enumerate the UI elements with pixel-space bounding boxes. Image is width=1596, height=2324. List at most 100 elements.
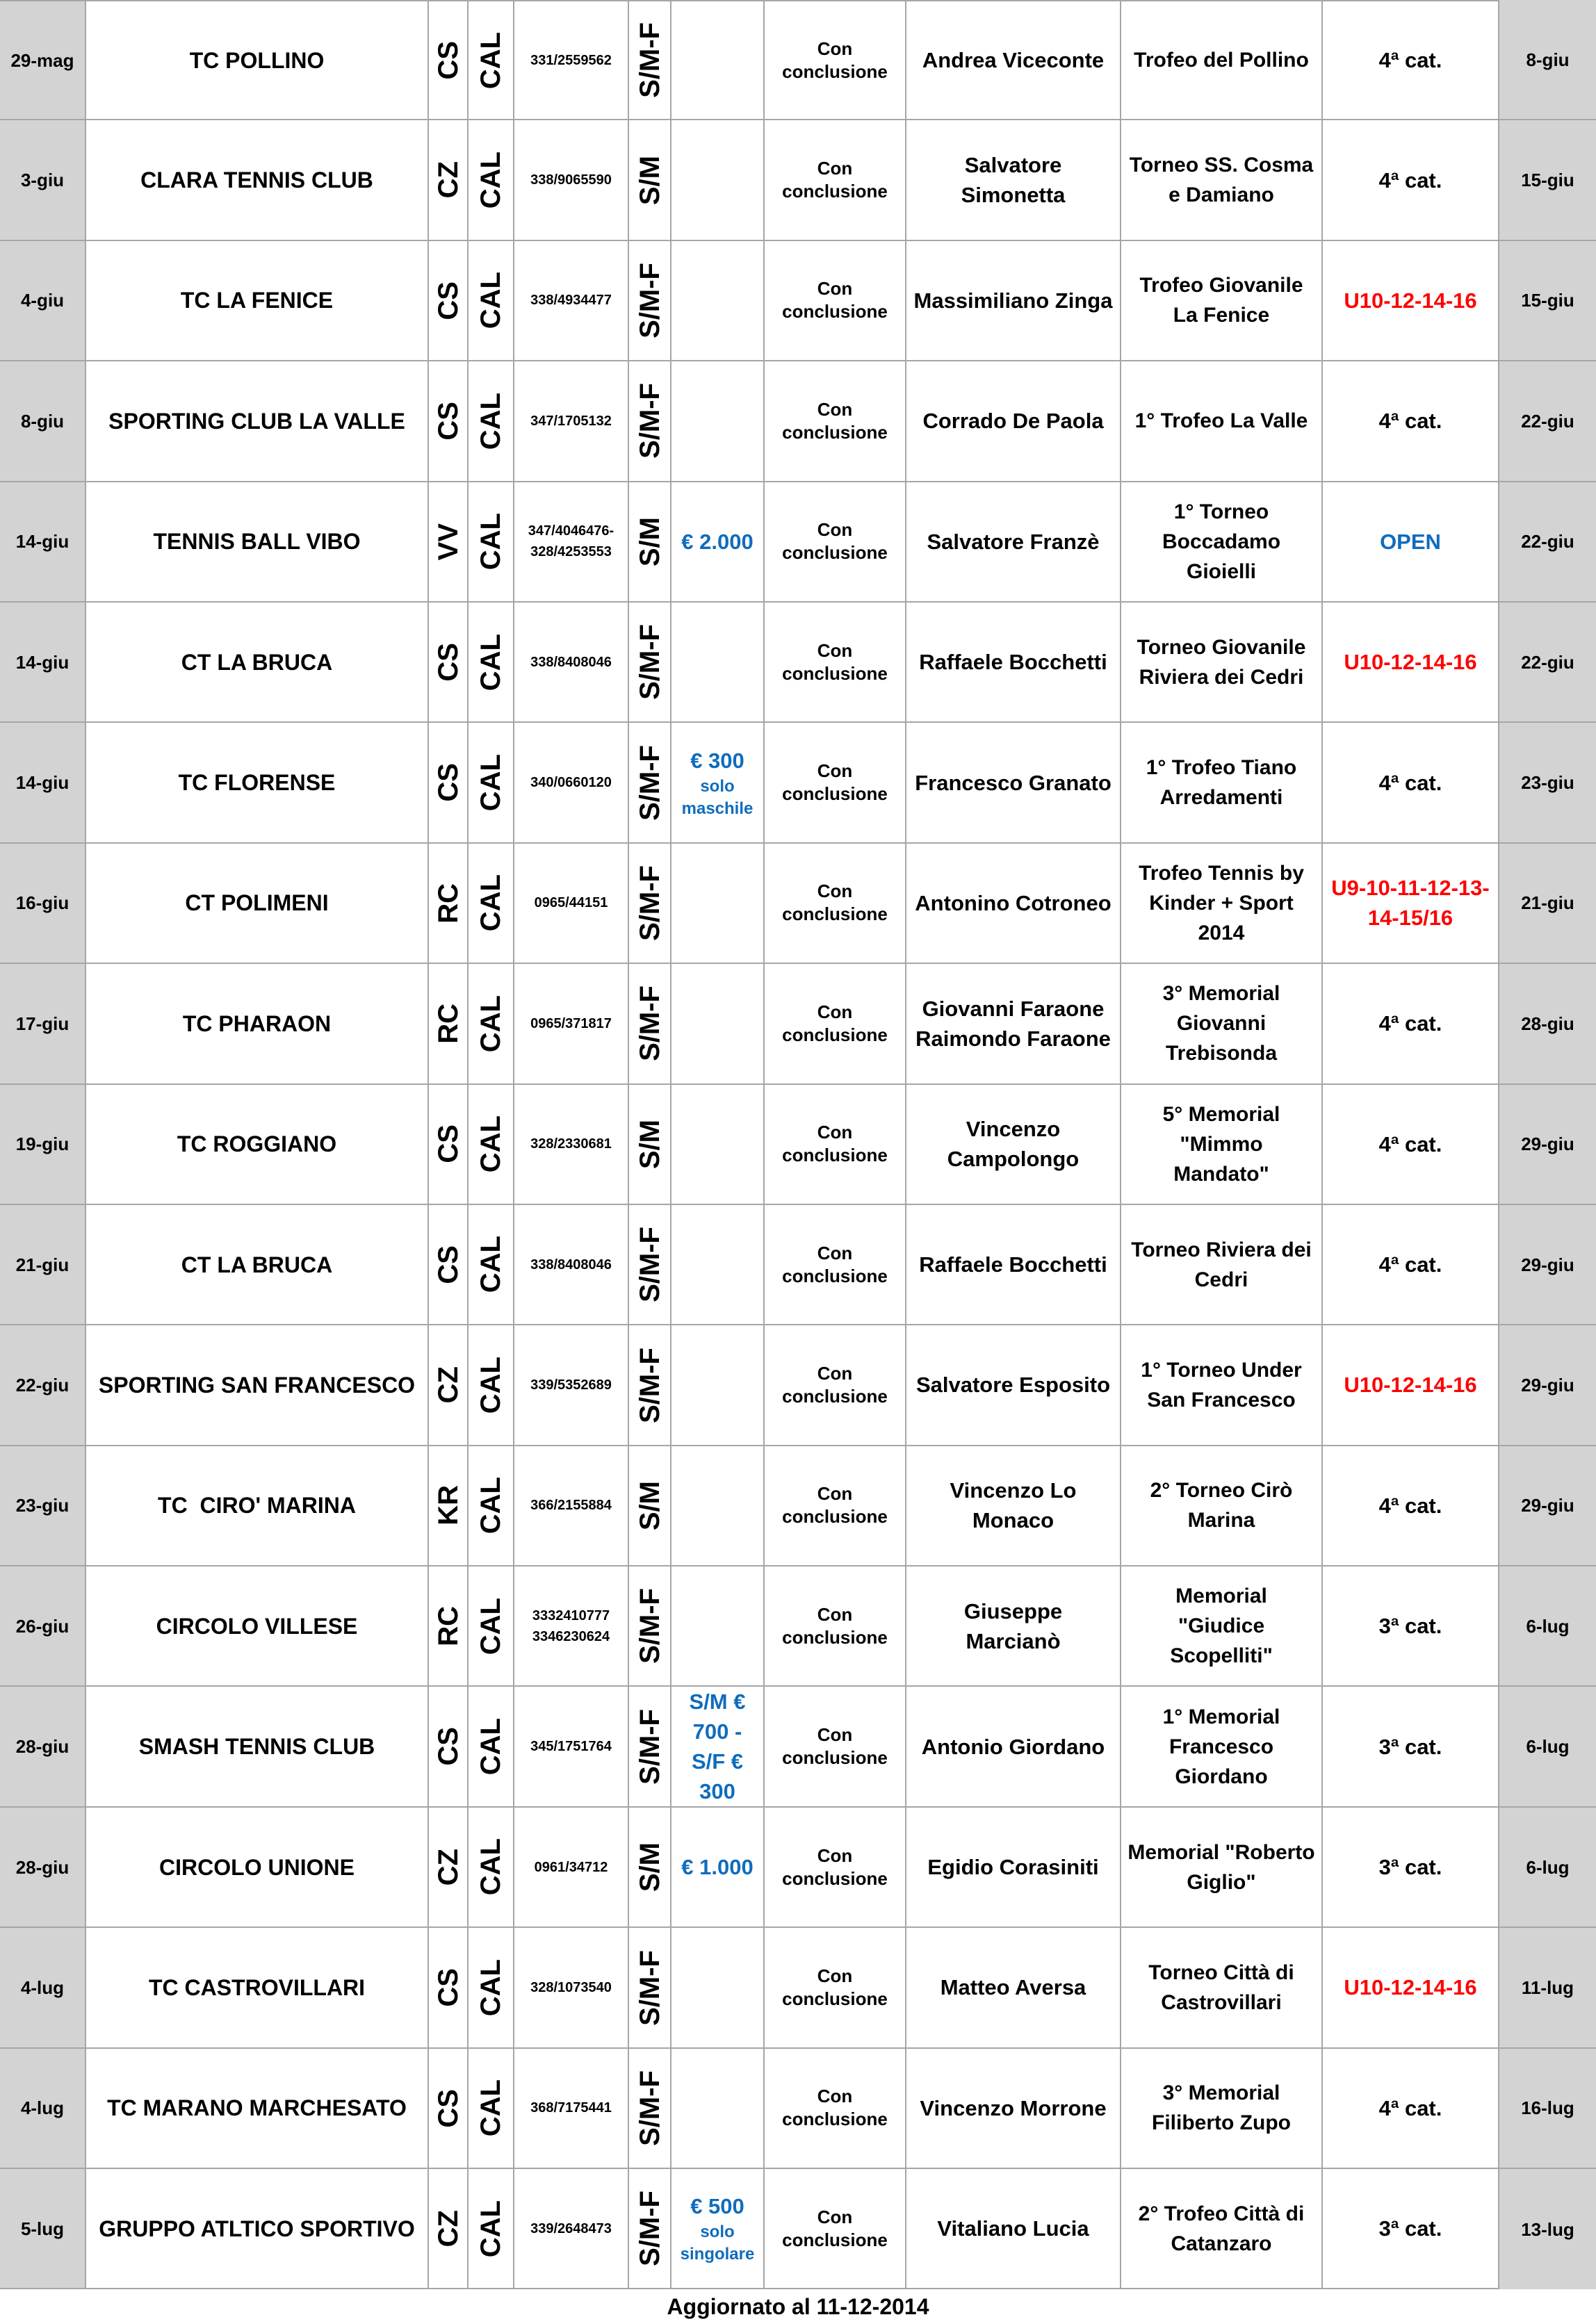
prize-cell [671,2048,765,2170]
prize-cell: € 2.000 [671,482,765,603]
province-code: CZ [432,1366,464,1404]
start-date-cell: 14-giu [0,482,86,603]
end-date-cell: 16-lug [1499,2048,1596,2170]
draw-type: S/M-F [634,2070,665,2146]
club-name: CT LA BRUCA [181,1252,333,1277]
region-code: CAL [475,1838,506,1896]
draw-type: S/M [634,1119,665,1169]
draw-type: S/M-F [634,1347,665,1423]
province-cell: CS [429,2048,469,2170]
phone-number: 0965/371817 [530,1015,612,1031]
region-code: CAL [475,1718,506,1776]
province-code: CZ [432,2210,464,2248]
end-date: 29-giu [1521,1254,1574,1275]
start-date-cell: 4-lug [0,2048,86,2170]
draw-type: S/M-F [634,1588,665,1664]
phone-cell: 368/7175441 [514,2048,629,2170]
prize-cell [671,1325,765,1446]
phone-cell: 338/8408046 [514,1204,629,1326]
region-code: CAL [475,1597,506,1655]
draw-type: S/M-F [634,263,665,338]
phone-number: 338/8408046 [530,1257,612,1273]
organizer-cell: Salvatore Esposito [906,1325,1121,1446]
formula-cell: Con conclusione [765,1446,906,1567]
draw-type: S/M-F [634,744,665,821]
organizer-cell: Egidio Corasiniti [906,1807,1121,1929]
province-code: CS [432,763,464,802]
category-cell: 3ª cat. [1323,1807,1499,1929]
tournament-cell: 1° Torneo Under San Francesco [1121,1325,1323,1446]
club-name: CIRCOLO UNIONE [159,1854,355,1880]
organizer-cell: Francesco Granato [906,723,1121,844]
end-date-cell: 29-giu [1499,1446,1596,1567]
region-code: CAL [475,31,506,89]
end-date-cell: 13-lug [1499,2169,1596,2290]
end-date: 22-giu [1521,651,1574,673]
tournament-row: 23-giu TC CIRO' MARINA KR CAL 366/215588… [0,1446,1596,1567]
phone-cell: 347/1705132 [514,361,629,482]
category-cell: 4ª cat. [1323,1446,1499,1567]
category-cell: U10-12-14-16 [1323,1928,1499,2049]
club-cell: TC POLLINO [86,0,429,121]
tournament-name: Torneo Città di Castrovillari [1148,1961,1294,2014]
phone-cell: 339/2648473 [514,2169,629,2290]
formula-text: Con conclusione [782,2086,888,2130]
prize-cell [671,602,765,723]
tournament-cell: Memorial "Roberto Giglio" [1121,1807,1323,1929]
start-date-cell: 14-giu [0,723,86,844]
start-date: 4-lug [20,1977,65,1998]
tournament-row: 19-giu TC ROGGIANO CS CAL 328/2330681 S/… [0,1084,1596,1205]
draw-type: S/M-F [634,22,665,99]
end-date: 8-giu [1526,49,1570,70]
start-date: 17-giu [15,1013,70,1034]
end-date-cell: 15-giu [1499,240,1596,362]
prize-cell: € 300 solo maschile [671,723,765,844]
region-cell: CAL [469,964,514,1085]
phone-cell: 0965/44151 [514,843,629,965]
end-date: 29-giu [1521,1495,1574,1516]
province-code: RC [432,1003,464,1044]
phone-cell: 3332410777 3346230624 [514,1566,629,1687]
phone-cell: 345/1751764 [514,1687,629,1808]
draw-type: S/M-F [634,624,665,701]
region-cell: CAL [469,482,514,603]
category-label: 3ª cat. [1378,1855,1442,1880]
draw-cell: S/M-F [629,964,671,1085]
region-cell: CAL [469,1084,514,1205]
category-cell: 4ª cat. [1323,120,1499,241]
draw-cell: S/M-F [629,1687,671,1808]
prize-cell [671,1928,765,2049]
region-code: CAL [475,513,506,571]
phone-number: 347/1705132 [530,413,612,429]
start-date: 22-giu [15,1374,70,1396]
phone-cell: 0965/371817 [514,964,629,1085]
formula-cell: Con conclusione [765,602,906,723]
organizer-cell: Raffaele Bocchetti [906,1204,1121,1326]
category-label: U10-12-14-16 [1344,650,1477,675]
start-date-cell: 19-giu [0,1084,86,1205]
club-cell: CLARA TENNIS CLUB [86,120,429,241]
prize-cell: € 500 solo singolare [671,2169,765,2290]
tournament-name: 1° Torneo Under San Francesco [1141,1358,1302,1411]
phone-number: 368/7175441 [530,2100,612,2116]
start-date: 23-giu [15,1495,70,1516]
end-date: 6-lug [1526,1615,1570,1637]
category-label: 3ª cat. [1378,1734,1442,1759]
end-date: 11-lug [1521,1977,1574,1998]
end-date-cell: 6-lug [1499,1566,1596,1687]
draw-cell: S/M-F [629,0,671,121]
organizer-name: Corrado De Paola [922,409,1104,434]
draw-type: S/M-F [634,383,665,459]
organizer-name: Antonio Giordano [921,1734,1105,1759]
tournament-row: 29-mag TC POLLINO CS CAL 331/2559562 S/M… [0,0,1596,121]
start-date: 21-giu [15,1254,70,1275]
phone-number: 328/1073540 [530,1979,612,1995]
formula-cell: Con conclusione [765,120,906,241]
end-date: 22-giu [1521,410,1574,432]
tournament-name: 1° Trofeo La Valle [1134,409,1308,433]
start-date-cell: 17-giu [0,964,86,1085]
province-code: CS [432,40,464,80]
draw-type: S/M [634,155,665,205]
start-date: 26-giu [15,1615,70,1637]
organizer-cell: Salvatore Franzè [906,482,1121,603]
